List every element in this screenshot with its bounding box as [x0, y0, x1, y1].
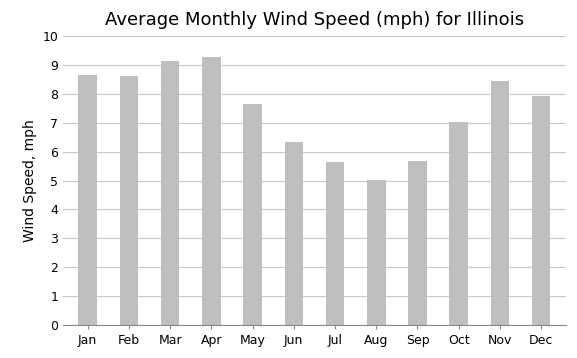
- Y-axis label: Wind Speed, mph: Wind Speed, mph: [23, 119, 37, 242]
- Bar: [490, 81, 509, 325]
- Bar: [326, 163, 344, 325]
- Bar: [408, 161, 427, 325]
- Bar: [78, 75, 97, 325]
- Bar: [367, 180, 385, 325]
- Bar: [119, 76, 138, 325]
- Bar: [449, 122, 468, 325]
- Bar: [243, 104, 262, 325]
- Bar: [284, 141, 303, 325]
- Bar: [161, 61, 179, 325]
- Title: Average Monthly Wind Speed (mph) for Illinois: Average Monthly Wind Speed (mph) for Ill…: [105, 11, 524, 29]
- Bar: [202, 57, 220, 325]
- Bar: [532, 96, 550, 325]
